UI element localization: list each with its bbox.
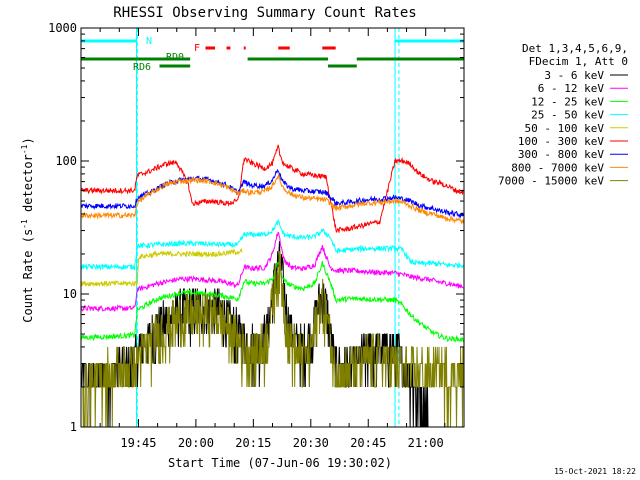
chart-title: RHESSI Observing Summary Count Rates — [113, 5, 416, 21]
legend-label: 12 - 25 keV — [531, 95, 604, 108]
x-tick-label: 21:00 — [408, 436, 444, 450]
legend-label: 25 - 50 keV — [531, 109, 604, 122]
x-tick-label: 19:45 — [120, 436, 156, 450]
legend-label: 6 - 12 keV — [538, 82, 605, 95]
legend-label: 800 - 7000 keV — [511, 161, 604, 174]
legend-header-line-2: FDecim 1, Att 0 — [529, 55, 628, 68]
x-tick-label: 20:15 — [235, 436, 271, 450]
series-line-3 — [80, 218, 465, 271]
flare-flag-label: F — [194, 43, 200, 54]
observing-flags: N F RD0 RD6 — [81, 28, 464, 427]
series-layer — [80, 144, 465, 428]
footer-timestamp: 15-Oct-2021 18:22 — [554, 467, 636, 476]
y-tick-label: 1000 — [48, 21, 77, 35]
series-line-8 — [81, 251, 465, 428]
x-tick-label: 20:00 — [178, 436, 214, 450]
y-tick-label: 100 — [55, 154, 77, 168]
y-axis-label: Count Rate (s-1 detector-1) — [20, 137, 35, 322]
night-flag-label: N — [146, 36, 152, 47]
series-line-7 — [80, 174, 465, 225]
series-line-1 — [80, 232, 464, 313]
x-tick-label: 20:45 — [350, 436, 386, 450]
axis-ticks: 1000 100 10 1 19:45 20:00 20:15 20:30 20:45 21:00 — [48, 21, 465, 450]
series-line-4 — [80, 248, 243, 288]
legend-label: 3 - 6 keV — [544, 69, 604, 82]
y-tick-label: 1 — [70, 420, 77, 434]
x-axis-label: Start Time (07-Jun-06 19:30:02) — [168, 456, 392, 470]
series-line-2 — [80, 261, 465, 343]
rd6-flag-label: RD6 — [133, 62, 151, 73]
legend-header-line-1: Det 1,3,4,5,6,9, — [522, 42, 628, 55]
legend-label: 100 - 300 keV — [518, 135, 604, 148]
legend-label: 50 - 100 keV — [525, 122, 605, 135]
rd0-flag-label: RD0 — [166, 52, 184, 63]
series-line-6 — [80, 168, 465, 219]
legend-label: 300 - 800 keV — [518, 148, 604, 161]
y-tick-label: 10 — [63, 287, 77, 301]
x-tick-label: 20:30 — [293, 436, 329, 450]
series-line-5 — [80, 144, 464, 234]
legend-label: 7000 - 15000 keV — [498, 175, 604, 188]
